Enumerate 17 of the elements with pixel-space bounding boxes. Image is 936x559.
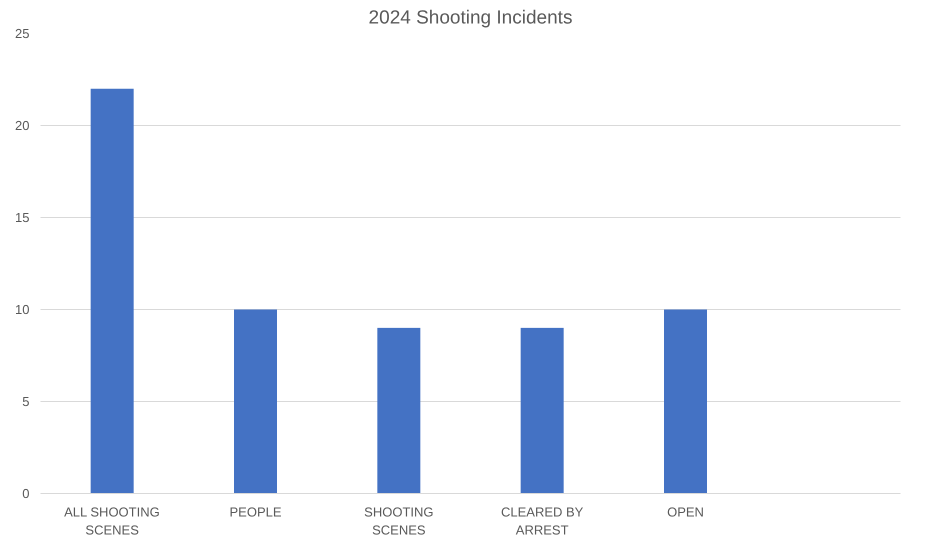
chart-title: 2024 Shooting Incidents — [368, 8, 572, 28]
bar — [90, 88, 134, 494]
y-tick-label: 0 — [22, 486, 30, 501]
y-tick-label: 5 — [22, 394, 30, 409]
y-tick-label: 20 — [15, 118, 30, 133]
x-tick-label: ALL SHOOTING SCENES — [64, 504, 160, 538]
x-tick-label: CLEARED BY ARREST — [500, 504, 584, 538]
y-tick-label: 10 — [15, 302, 30, 317]
bar — [520, 328, 564, 494]
y-tick-label: 15 — [15, 210, 30, 225]
bar — [234, 310, 277, 494]
x-tick-label: SHOOTING SCENES — [364, 504, 434, 538]
bar — [377, 328, 420, 494]
x-tick-label: OPEN — [667, 504, 704, 520]
x-tick-label: PEOPLE — [229, 504, 282, 520]
bar — [664, 310, 707, 494]
y-tick-label: 25 — [15, 26, 30, 41]
